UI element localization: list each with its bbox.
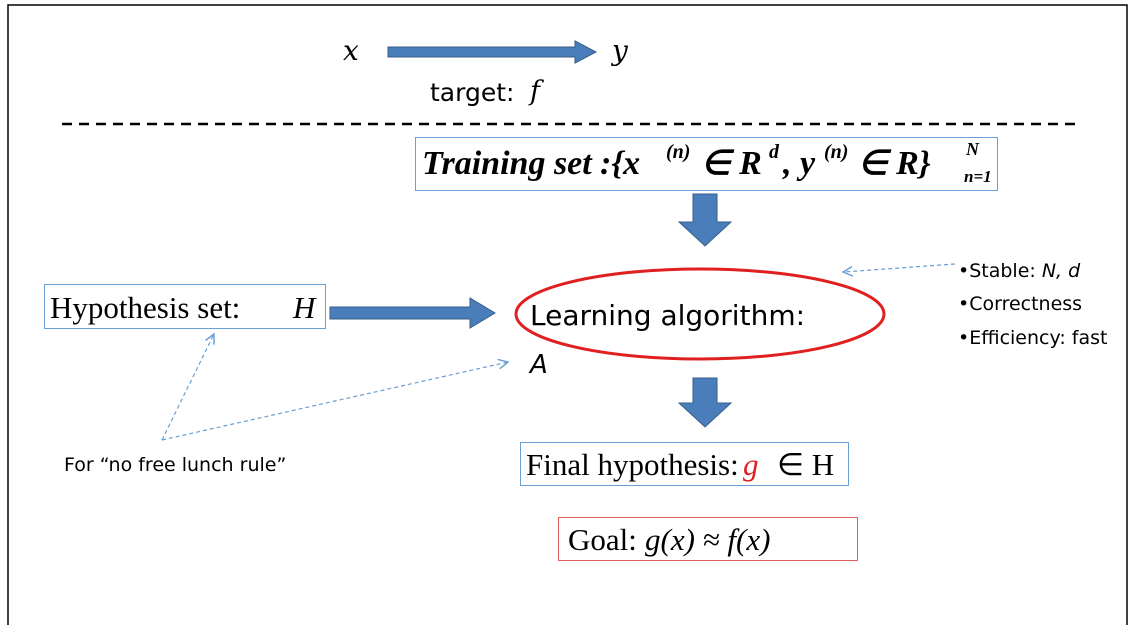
- dashed-arrow: [161, 334, 214, 441]
- target-label: target:: [430, 78, 515, 107]
- algorithm-label: Learning algorithm:: [530, 299, 806, 332]
- down-arrow: [677, 377, 733, 428]
- formula-part: ∈ R}: [858, 145, 931, 182]
- formula-sup: (n): [666, 141, 691, 163]
- formula-sup: d: [769, 141, 779, 163]
- training-box: Training set :{x (n) ∈ R d , y (n) ∈ R} …: [415, 137, 998, 191]
- goal-label: Goal:: [568, 522, 637, 557]
- note: For “no free lunch rule”: [64, 454, 287, 476]
- property-label: •Stable:: [958, 260, 1036, 282]
- property: •Stable: N, d: [958, 262, 1080, 281]
- property-vars: N, d: [1041, 260, 1081, 282]
- algorithm-ellipse: [514, 267, 886, 361]
- training-label: Training set: [422, 145, 592, 182]
- input-symbol: x: [343, 34, 359, 67]
- right-arrow: [329, 297, 496, 329]
- formula-lower: n=1: [964, 167, 992, 186]
- goal-box: Goal: g(x) ≈ f(x): [558, 517, 858, 561]
- final-rest: ∈ H: [777, 447, 835, 482]
- formula-part: ∈ R: [701, 145, 762, 182]
- formula-part: , y: [783, 145, 816, 182]
- hypothesis-box: Hypothesis set: H: [44, 284, 326, 329]
- output-symbol: y: [612, 34, 628, 67]
- property: •Correctness: [958, 293, 1083, 315]
- dashed-arrow: [161, 362, 508, 441]
- algorithm-symbol: A: [530, 350, 548, 380]
- hypothesis-symbol: H: [293, 290, 316, 325]
- goal-formula: g(x) ≈ f(x): [645, 522, 771, 557]
- property: •Efficiency: fast: [958, 327, 1108, 349]
- dashed-arrow: [843, 263, 956, 272]
- hypothesis-label: Hypothesis set:: [50, 290, 241, 325]
- formula-sup: (n): [824, 141, 849, 163]
- formula-part: :{x: [600, 145, 641, 182]
- target-function: f: [530, 76, 540, 107]
- final-box: Final hypothesis: g ∈ H: [520, 442, 849, 486]
- frame: [7, 4, 1128, 625]
- final-label: Final hypothesis:: [526, 447, 739, 482]
- target-arrow: [387, 40, 598, 64]
- down-arrow: [677, 193, 733, 247]
- formula-upper: N: [966, 139, 979, 159]
- final-symbol: g: [743, 447, 759, 482]
